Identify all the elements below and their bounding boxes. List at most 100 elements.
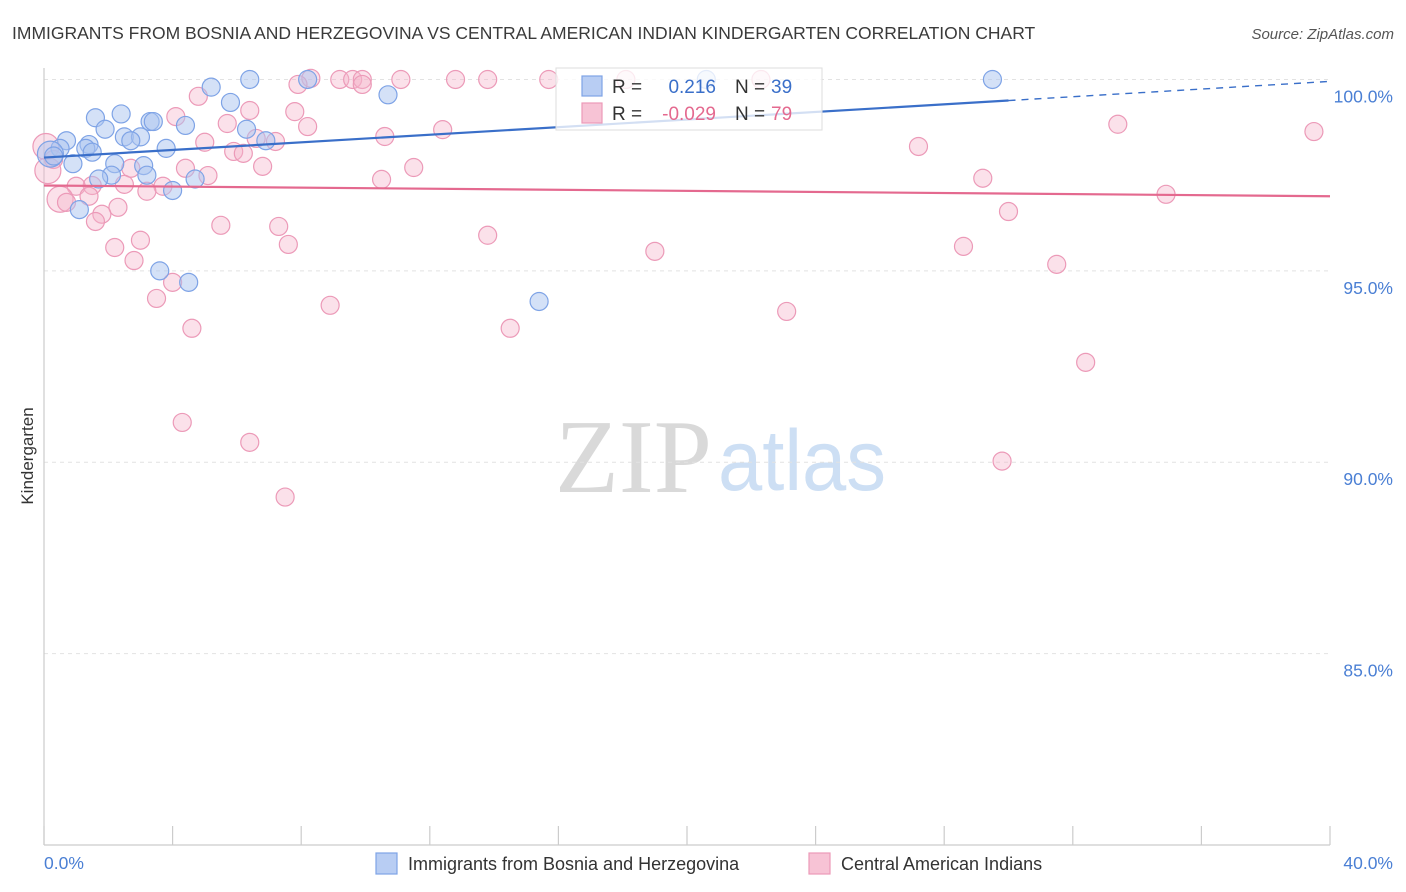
point-central-american-indian-44 [79, 186, 99, 206]
bottom-legend-label-central-american-indians: Central American Indians [841, 854, 1042, 874]
trend-line-central-american-indian [43, 184, 1331, 198]
point-central-american-indian-26 [233, 143, 253, 163]
legend-n-label-central-american-indians: N = [735, 104, 765, 125]
bottom-legend-swatch-central-american-indians [808, 852, 831, 875]
point-central-american-indian-56 [278, 234, 298, 255]
point-central-american-indian-59 [124, 250, 144, 271]
point-central-american-indian-48 [92, 204, 112, 224]
point-bosnia-1 [298, 69, 318, 90]
point-central-american-indian-71 [275, 487, 295, 507]
point-bosnia-6 [220, 92, 241, 113]
y-tick-label-90: 90.0% [1343, 469, 1393, 489]
point-central-american-indian-27 [908, 136, 929, 157]
x-axis-tick-labels: 0.0% 40.0% [44, 853, 1393, 873]
point-bosnia-34 [69, 200, 89, 220]
point-central-american-indian-50 [998, 201, 1019, 222]
point-central-american-indian-58 [953, 236, 974, 256]
point-central-american-indian-64 [777, 301, 797, 322]
point-central-american-indian-7 [539, 69, 559, 90]
point-central-american-indian-36 [371, 169, 392, 189]
chart-title: IMMIGRANTS FROM BOSNIA AND HERZEGOVINA V… [12, 23, 1036, 43]
point-central-american-indian-54 [130, 230, 151, 250]
point-bosnia-2 [201, 77, 221, 97]
point-central-american-indian-5 [445, 69, 466, 90]
point-central-american-indian-49 [85, 211, 106, 232]
point-central-american-indian-67 [1076, 352, 1096, 372]
point-central-american-indian-57 [645, 241, 665, 261]
point-bosnia-23 [156, 138, 176, 158]
point-central-american-indian-51 [211, 215, 231, 235]
point-bosnia-16 [121, 131, 141, 151]
point-central-american-indian-69 [240, 432, 260, 452]
point-central-american-indian-14 [240, 100, 260, 121]
watermark-zip: ZIP [555, 398, 712, 515]
legend-r-value-central-american-indians: -0.029 [662, 104, 716, 125]
y-axis-tick-labels: 100.0% 95.0% 90.0% 85.0% [1334, 86, 1393, 680]
point-bosnia-36 [179, 272, 199, 292]
point-central-american-indian-47 [108, 197, 128, 217]
point-bosnia-0 [240, 69, 260, 90]
point-central-american-indian-62 [146, 288, 167, 309]
legend-r-value-bosnia: 0.216 [668, 77, 716, 98]
point-central-american-indian-18 [433, 120, 453, 140]
trend-line-bosnia [43, 99, 1009, 159]
point-bosnia-37 [529, 291, 549, 312]
point-bosnia-33 [163, 180, 183, 201]
point-central-american-indian-16 [217, 113, 237, 134]
point-central-american-indian-11 [352, 74, 372, 95]
point-central-american-indian-19 [1108, 114, 1128, 134]
point-central-american-indian-60 [1047, 254, 1067, 274]
point-central-american-indian-65 [182, 318, 202, 338]
point-central-american-indian-55 [105, 237, 125, 258]
point-bosnia-10 [143, 111, 163, 132]
point-bosnia-35 [150, 261, 170, 281]
chart-source: Source: ZipAtlas.com [1251, 26, 1394, 43]
legend-n-value-central-american-indians: 79 [771, 104, 792, 125]
point-central-american-indian-37 [973, 168, 993, 188]
point-bosnia-19 [256, 131, 276, 151]
y-tick-label-95: 95.0% [1343, 278, 1393, 298]
point-central-american-indian-42 [137, 181, 157, 201]
stats-legend: R = 0.216 N = 39 R = -0.029 N = 79 [555, 67, 823, 131]
legend-n-label-bosnia: N = [735, 77, 765, 98]
point-central-american-indian-63 [320, 295, 340, 315]
zipatlas-watermark: ZIP atlas [555, 398, 886, 515]
bottom-legend: Immigrants from Bosnia and Herzegovina C… [375, 852, 1042, 875]
point-central-american-indian-20 [1304, 121, 1324, 142]
point-bosnia-13 [236, 119, 257, 139]
point-central-american-indian-70 [992, 451, 1012, 471]
bottom-legend-swatch-bosnia [375, 852, 398, 875]
point-central-american-indian-52 [269, 216, 289, 237]
point-central-american-indian-17 [298, 116, 318, 137]
y-axis-title: Kindergarten [18, 407, 37, 504]
point-central-american-indian-30 [253, 156, 273, 176]
point-bosnia-25 [82, 142, 102, 162]
point-central-american-indian-2 [343, 69, 363, 90]
trend-lines [43, 80, 1331, 198]
point-central-american-indian-13 [285, 102, 305, 122]
y-tick-label-85: 85.0% [1343, 661, 1393, 681]
x-axis-ticks [43, 826, 1331, 845]
x-tick-label-0: 0.0% [44, 853, 84, 873]
point-central-american-indian-31 [404, 157, 424, 178]
point-central-american-indian-66 [500, 318, 520, 338]
point-bosnia-30 [137, 165, 157, 185]
point-bosnia-4 [982, 69, 1003, 90]
y-tick-label-100: 100.0% [1334, 86, 1393, 106]
point-bosnia-12 [95, 119, 115, 139]
trend-line-extension-bosnia [1008, 80, 1331, 102]
point-central-american-indian-68 [172, 412, 192, 433]
point-bosnia-8 [111, 104, 131, 124]
legend-n-value-bosnia: 39 [771, 77, 792, 98]
point-bosnia-31 [89, 169, 109, 189]
point-bosnia-5 [378, 85, 398, 105]
bottom-legend-label-bosnia: Immigrants from Bosnia and Herzegovina [408, 854, 740, 874]
point-bosnia-11 [175, 115, 196, 136]
point-central-american-indian-53 [478, 225, 498, 245]
legend-swatch-central-american-indians [581, 102, 603, 124]
watermark-atlas: atlas [718, 413, 886, 509]
point-bosnia-32 [185, 169, 205, 189]
point-central-american-indian-6 [478, 69, 498, 90]
